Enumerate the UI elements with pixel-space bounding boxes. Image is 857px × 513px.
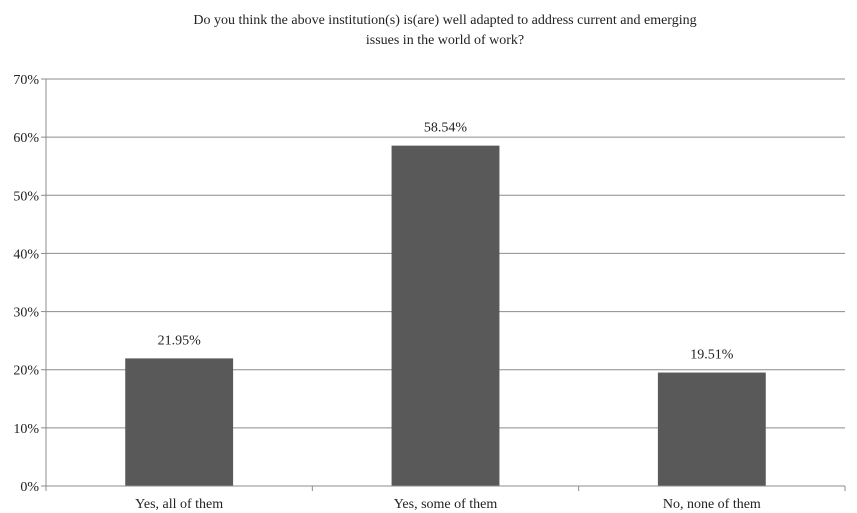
x-axis-tick-labels: Yes, all of them Yes, some of them No, non… — [135, 497, 761, 512]
x-tick-label: Yes, all of them — [135, 497, 223, 512]
bar — [125, 358, 234, 486]
bar — [391, 145, 500, 486]
chart-title: Do you think the above institution(s) is… — [193, 13, 696, 48]
bars — [125, 145, 766, 486]
chart-title-line-2: issues in the world of work? — [366, 33, 524, 48]
y-axis-tick-labels: 0% 10% 20% 30% 40% 50% 60% 70% — [13, 73, 46, 495]
y-tick-label: 10% — [13, 422, 39, 437]
y-tick-label: 20% — [13, 364, 39, 379]
y-tick-label: 70% — [13, 73, 39, 88]
y-tick-label: 50% — [13, 189, 39, 204]
x-tick-label: No, none of them — [663, 497, 761, 512]
data-label: 19.51% — [690, 348, 734, 363]
chart-title-line-1: Do you think the above institution(s) is… — [193, 13, 696, 28]
x-tick-label: Yes, some of them — [394, 497, 498, 512]
y-tick-label: 40% — [13, 247, 39, 262]
y-tick-label: 0% — [20, 480, 39, 495]
data-labels: 21.95% 58.54% 19.51% — [158, 121, 734, 363]
axes — [45, 79, 846, 491]
bar — [657, 372, 766, 486]
y-tick-label: 30% — [13, 306, 39, 321]
y-tick-label: 60% — [13, 131, 39, 146]
data-label: 21.95% — [158, 333, 202, 348]
data-label: 58.54% — [424, 121, 468, 136]
